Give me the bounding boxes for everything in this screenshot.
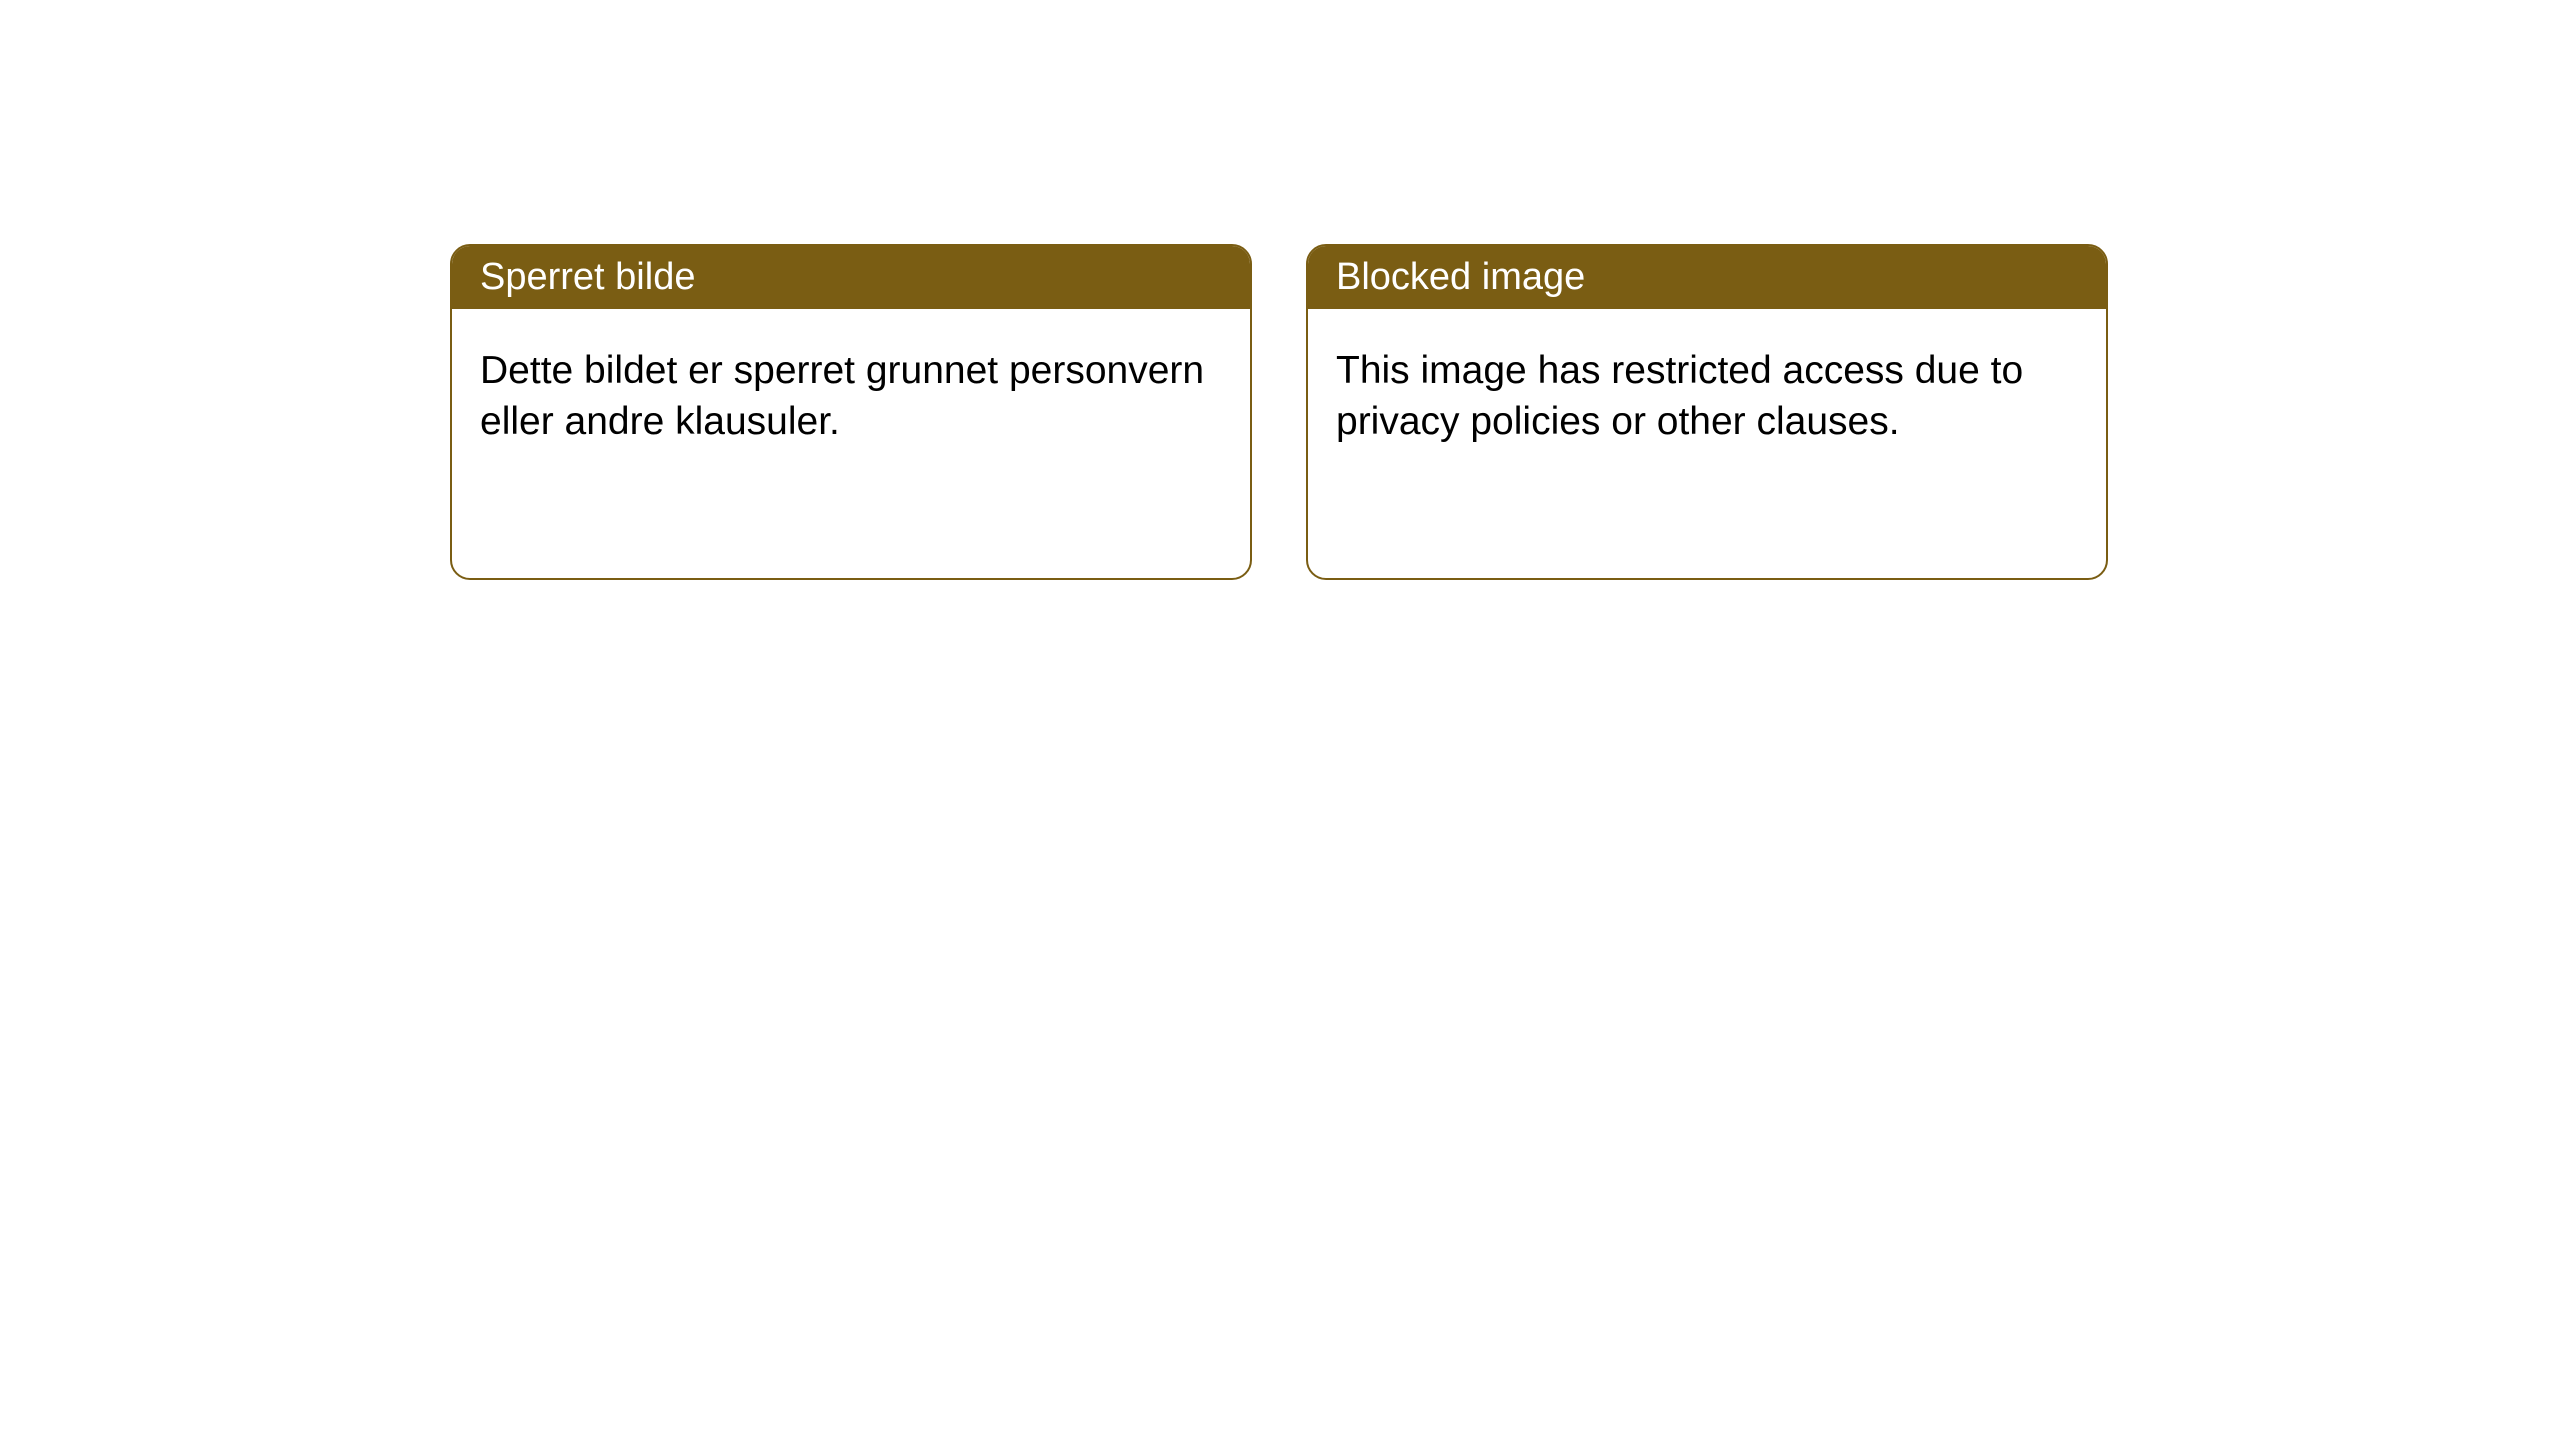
notice-body-text: This image has restricted access due to … [1336,349,2023,443]
notice-body: Dette bildet er sperret grunnet personve… [452,309,1250,484]
notice-header: Blocked image [1308,246,2106,309]
notice-title: Sperret bilde [480,256,695,298]
notice-header: Sperret bilde [452,246,1250,309]
notice-body-text: Dette bildet er sperret grunnet personve… [480,349,1204,443]
notice-box-english: Blocked image This image has restricted … [1306,244,2108,580]
notice-box-norwegian: Sperret bilde Dette bildet er sperret gr… [450,244,1252,580]
notice-body: This image has restricted access due to … [1308,309,2106,484]
notice-title: Blocked image [1336,256,1585,298]
notice-container: Sperret bilde Dette bildet er sperret gr… [0,0,2560,580]
